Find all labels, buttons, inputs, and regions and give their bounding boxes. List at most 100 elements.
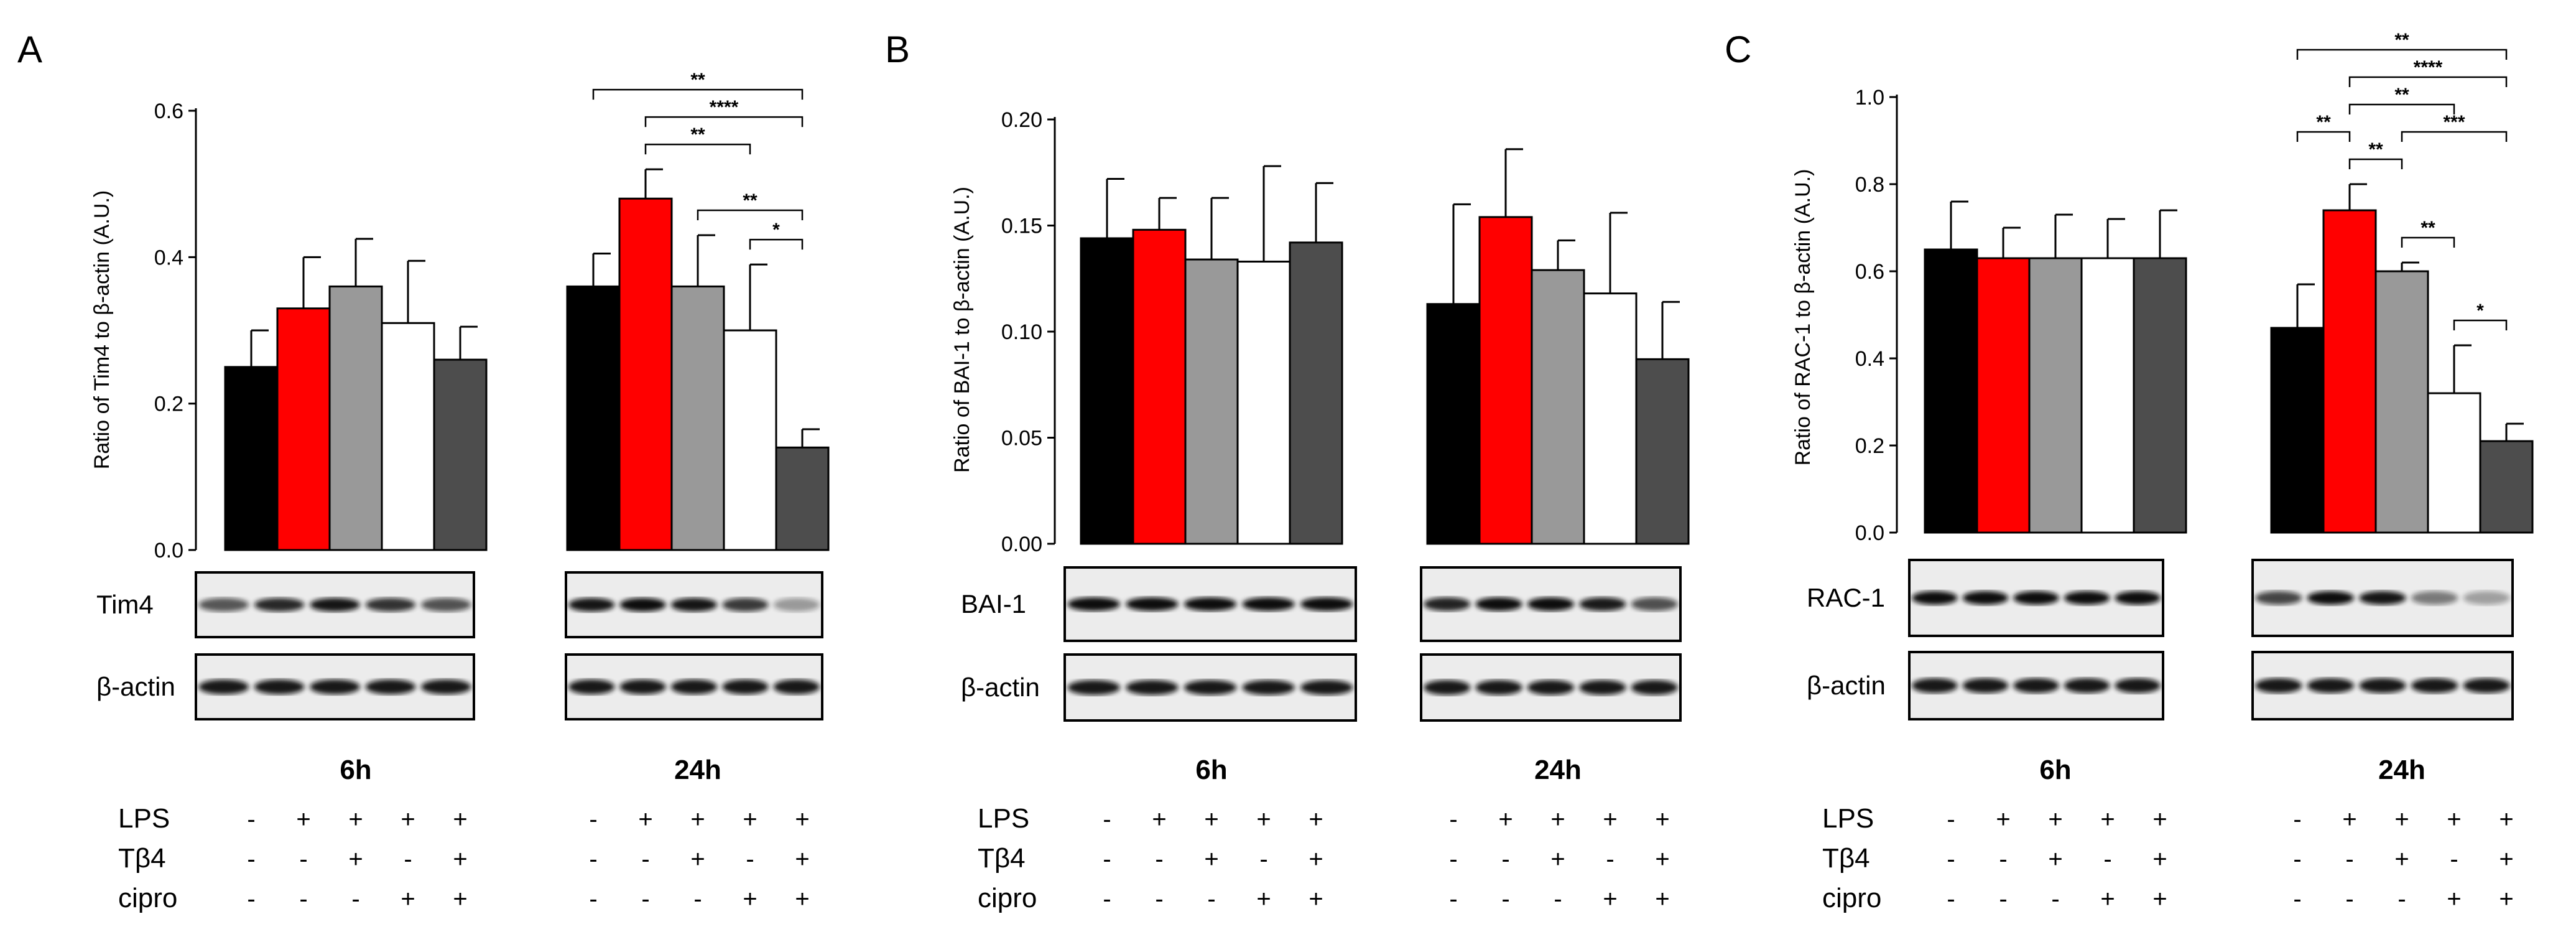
significance-bracket: *** [2401,112,2508,142]
condition-sign: - [1947,806,1955,833]
significance-bracket: ** [2296,30,2508,60]
y-tick-label: 0.00 [1001,533,1042,556]
condition-sign: + [2499,846,2513,873]
significance-bracket: **** [644,97,804,128]
bracket-line [2401,131,2508,142]
blot-band [2255,591,2302,605]
condition-sign: + [743,806,757,833]
condition-sign: - [693,885,702,913]
bar [566,285,621,551]
bar [1184,258,1239,545]
y-tick-label: 0.05 [1001,427,1042,450]
blot-band [198,598,249,612]
blot-band [568,598,615,612]
panel-label: A [17,29,42,70]
blot-label: RAC-1 [1807,583,1885,612]
condition-label: LPS [118,803,170,834]
bar [1478,216,1533,545]
condition-label: Tβ4 [978,843,1026,874]
condition-sign: + [453,885,467,913]
blot-band [1126,680,1179,695]
bracket-line [644,143,751,155]
condition-sign: + [1204,806,1218,833]
blot-band [1300,597,1353,611]
blot-band [365,679,416,694]
condition-sign: - [1606,846,1614,873]
condition-sign: + [453,846,467,873]
condition-sign: - [2293,806,2301,833]
blot-strip [195,653,475,720]
significance-label: **** [710,97,739,118]
y-tick-label: 0.4 [154,246,183,269]
condition-sign: + [1655,846,1669,873]
condition-sign: + [1550,846,1565,873]
blot-band [2411,678,2458,693]
bar [1426,303,1481,545]
blot-band [1912,591,1958,605]
y-tick-label: 0.2 [1855,434,1884,458]
blot-band [619,679,666,694]
y-axis-label: Ratio of BAI-1 to β-actin (A.U.) [950,187,974,473]
condition-sign: + [1498,806,1513,833]
time-label: 24h [1534,755,1582,785]
blot-band [254,679,305,694]
condition-sign: - [1103,885,1111,913]
condition-sign: + [638,806,652,833]
bar [1531,269,1585,545]
time-label: 6h [340,755,371,785]
significance-label: ** [2316,112,2331,133]
panel-label: C [1725,29,1751,70]
blot-band [1424,597,1471,611]
bracket-line [2348,103,2455,114]
condition-sign: - [589,806,597,833]
blot-band [421,598,471,612]
bracket-line [592,88,804,100]
blot-band [421,679,471,694]
condition-label: cipro [978,883,1037,913]
condition-sign: - [404,846,412,873]
time-label: 6h [1195,755,1227,785]
condition-sign: - [1999,885,2007,913]
bar [2028,257,2083,534]
blot-strip [565,653,823,720]
condition-sign: - [1449,806,1457,833]
condition-sign: + [348,846,363,873]
blot-band [1184,597,1237,611]
bar [2270,327,2325,534]
condition-sign: - [1947,846,1955,873]
blot-band [1962,591,2009,605]
blot-strip [565,571,823,638]
blot-band [2115,678,2161,693]
bar [618,197,673,551]
blot-band [2463,591,2510,605]
condition-sign: + [1996,806,2010,833]
blot-band [1067,597,1120,611]
condition-sign: - [2103,846,2111,873]
significance-label: ** [2394,30,2409,50]
condition-sign: + [1603,885,1617,913]
bracket-line [2453,319,2508,330]
condition-sign: - [351,885,359,913]
condition-sign: + [2394,846,2409,873]
condition-sign: + [401,806,415,833]
significance-label: * [2476,301,2484,321]
blot-band [365,598,416,612]
condition-sign: - [2345,885,2353,913]
condition-sign: + [2100,885,2115,913]
bar [1924,248,1978,534]
blot-label: β-actin [96,672,175,701]
condition-sign: - [1155,885,1163,913]
bar [224,366,279,551]
blot-band [2064,678,2110,693]
blot-band [1300,680,1353,695]
condition-sign: + [690,846,705,873]
significance-bracket: ** [644,124,751,155]
blot-band [1242,680,1295,695]
blot-strip [2251,651,2514,720]
condition-sign: + [2499,885,2513,913]
significance-label: ** [2368,139,2383,160]
condition-sign: + [2152,846,2167,873]
bar [723,329,777,551]
condition-sign: + [2447,885,2461,913]
blot-strip [1908,559,2164,637]
